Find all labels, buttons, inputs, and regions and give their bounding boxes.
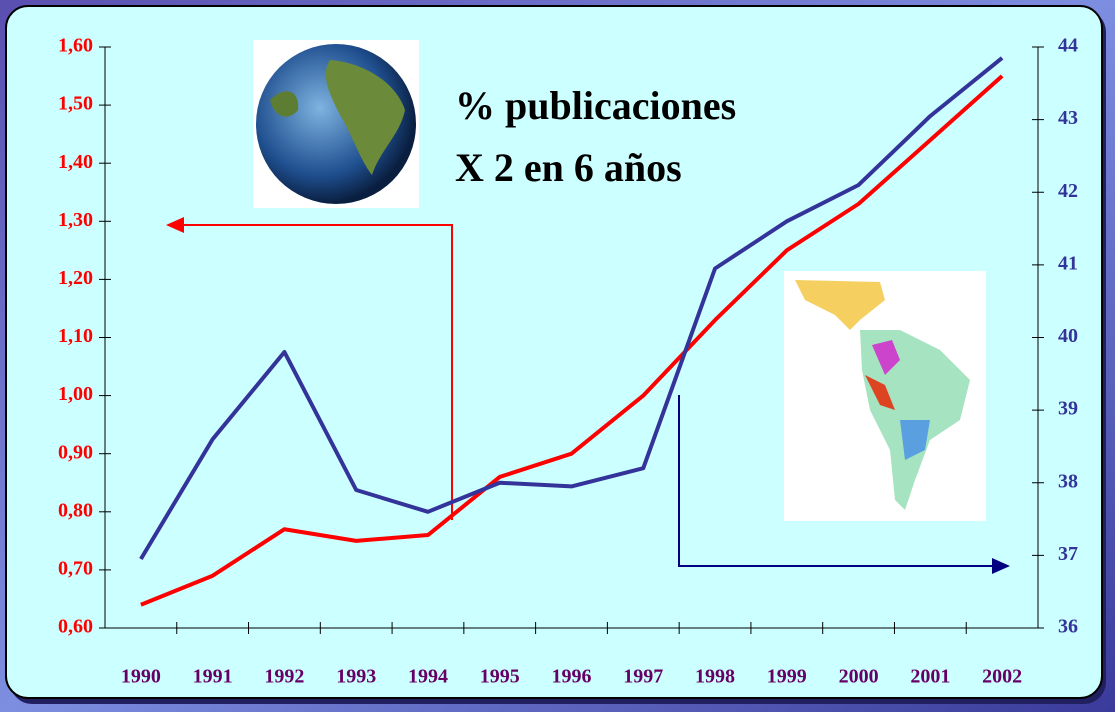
x-tick-label: 1994: [408, 666, 448, 688]
x-tick-label: 1992: [264, 666, 304, 688]
annotation: % publicaciones: [455, 83, 736, 128]
x-tick-label: 1995: [480, 666, 520, 688]
y-tick-label: 1,00: [58, 383, 93, 405]
y-tick-label: 1,40: [58, 151, 93, 173]
y-tick-label: 1,60: [58, 35, 93, 57]
y2-tick-label: 44: [1058, 35, 1078, 57]
x-tick-label: 1997: [623, 666, 663, 688]
x-tick-label: 1990: [121, 666, 161, 688]
y2-tick-label: 43: [1058, 107, 1078, 129]
annotation: X 2 en 6 años: [455, 145, 682, 190]
y2-tick-label: 39: [1058, 398, 1078, 420]
map-image: [784, 271, 986, 521]
x-tick-label: 1993: [336, 666, 376, 688]
y2-tick-label: 41: [1058, 252, 1078, 274]
y2-tick-label: 37: [1058, 543, 1078, 565]
y-tick-label: 0,90: [58, 441, 93, 463]
x-tick-label: 2000: [839, 666, 879, 688]
y-tick-label: 0,70: [58, 557, 93, 579]
y2-tick-label: 36: [1058, 616, 1078, 638]
chart: % publicaciones X 2 en 6 años 0,60 0,70 0,…: [0, 0, 1115, 712]
y-tick-label: 0,60: [58, 616, 93, 638]
y2-tick-label: 42: [1058, 180, 1078, 202]
y2-tick-label: 38: [1058, 470, 1078, 492]
y-tick-label: 1,50: [58, 93, 93, 115]
globe-image: [253, 40, 419, 208]
x-tick-label: 1998: [695, 666, 735, 688]
y-tick-label: 1,20: [58, 267, 93, 289]
y-tick-label: 1,10: [58, 325, 93, 347]
x-tick-label: 1999: [767, 666, 807, 688]
x-tick-label: 1991: [193, 666, 233, 688]
page: {"chart_data": {"type": "line", "annotat…: [0, 0, 1115, 712]
y2-tick-label: 40: [1058, 325, 1078, 347]
x-tick-label: 1996: [552, 666, 592, 688]
x-tick-label: 2001: [910, 666, 950, 688]
y-tick-label: 0,80: [58, 499, 93, 521]
y-tick-label: 1,30: [58, 209, 93, 231]
x-tick-label: 2002: [982, 666, 1022, 688]
